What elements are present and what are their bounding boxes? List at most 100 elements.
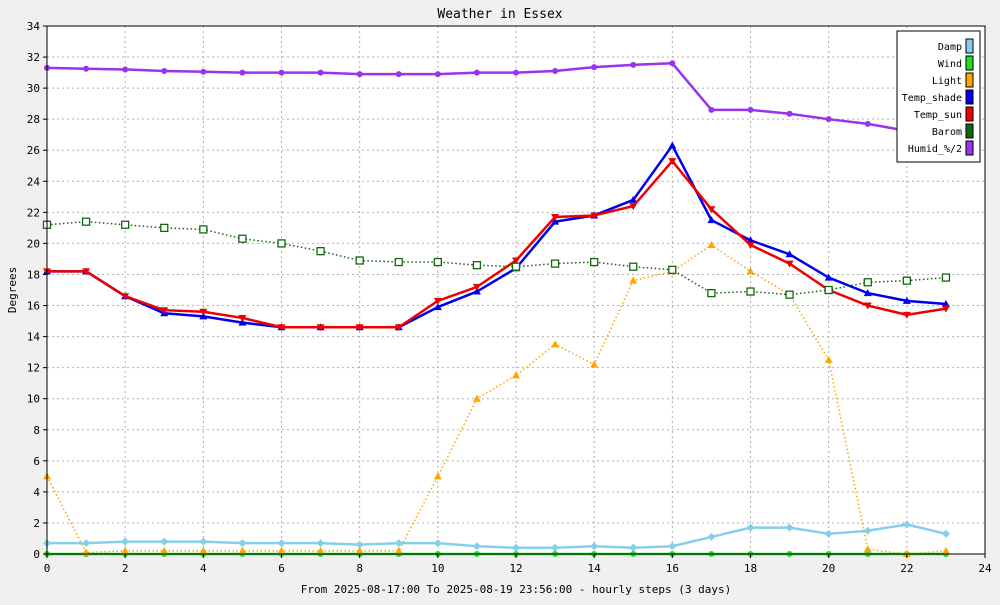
- data-point-damp: [668, 542, 677, 551]
- series-barom: [42, 217, 951, 299]
- data-point-damp: [277, 539, 286, 548]
- data-point-barom: [160, 223, 169, 233]
- point-bg: [199, 225, 207, 233]
- data-point-light: [629, 276, 638, 284]
- y-tick-label: 10: [27, 393, 40, 406]
- data-point-temp-shade: [863, 289, 872, 297]
- data-point-barom: [590, 257, 599, 267]
- data-point-humid-2: [200, 68, 207, 75]
- series-temp-sun: [43, 158, 950, 332]
- data-point-humid-2: [83, 65, 90, 72]
- data-point-barom: [355, 256, 364, 265]
- data-point-temp-sun: [433, 297, 442, 305]
- data-point-humid-2: [552, 68, 559, 75]
- data-point-temp-sun: [941, 305, 950, 313]
- data-point-temp-sun: [512, 257, 520, 265]
- data-point-temp-sun: [121, 293, 130, 301]
- data-point-temp-sun: [629, 203, 638, 211]
- point-bg: [434, 258, 442, 266]
- data-point-barom: [902, 276, 911, 285]
- data-point-temp-sun: [863, 302, 872, 310]
- data-point-damp: [941, 529, 950, 538]
- chart-title: Weather in Essex: [437, 7, 562, 22]
- legend-swatch: [965, 72, 974, 88]
- data-point-temp-shade: [629, 195, 638, 203]
- data-point-damp: [512, 543, 520, 552]
- x-tick-label: 14: [588, 562, 602, 575]
- y-tick-label: 30: [27, 82, 40, 95]
- data-point-barom: [81, 217, 91, 226]
- data-point-damp: [863, 526, 872, 535]
- x-tick-label: 18: [744, 562, 757, 575]
- y-tick-label: 28: [27, 113, 40, 126]
- y-tick-label: 32: [27, 51, 40, 64]
- data-point-barom: [394, 257, 403, 267]
- data-point-temp-shade: [668, 141, 677, 149]
- data-point-temp-sun: [394, 324, 403, 332]
- data-point-damp: [316, 539, 325, 548]
- data-point-light: [824, 355, 833, 363]
- data-point-humid-2: [513, 69, 519, 76]
- data-point-humid-2: [395, 71, 402, 78]
- data-point-light: [433, 472, 442, 480]
- data-point-light: [707, 240, 716, 248]
- data-point-barom: [668, 265, 677, 274]
- data-point-humid-2: [434, 71, 441, 78]
- data-point-temp-sun: [472, 283, 481, 291]
- data-point-temp-shade: [199, 312, 208, 320]
- data-point-damp: [199, 537, 208, 546]
- y-tick-label: 20: [27, 237, 40, 250]
- data-point-damp: [238, 539, 247, 548]
- y-tick-label: 12: [27, 362, 40, 375]
- y-axis-label: Degrees: [6, 267, 19, 313]
- point-bg: [629, 263, 637, 271]
- data-point-barom: [277, 239, 286, 248]
- data-point-temp-sun: [238, 314, 247, 322]
- data-point-damp: [629, 543, 638, 552]
- data-point-temp-sun: [551, 214, 560, 222]
- data-point-light: [472, 394, 481, 402]
- point-bg: [707, 289, 715, 297]
- legend-swatch: [965, 89, 974, 105]
- legend-swatch: [965, 106, 974, 122]
- y-tick-label: 6: [33, 455, 40, 468]
- x-tick-label: 22: [900, 562, 913, 575]
- legend: Damp Wind Light Temp_shade Temp_sun Barom Humi…: [896, 30, 981, 163]
- data-point-temp-shade: [785, 250, 794, 258]
- data-point-humid-2: [356, 71, 363, 78]
- data-point-humid-2: [161, 68, 168, 75]
- series-line-light: [46, 244, 946, 555]
- point-bg: [356, 256, 364, 264]
- data-point-humid-2: [747, 106, 754, 113]
- y-tick-label: 14: [27, 331, 41, 344]
- data-point-light: [355, 546, 364, 554]
- data-point-temp-shade: [472, 287, 481, 295]
- point-bg: [590, 258, 598, 266]
- y-tick-label: 26: [27, 144, 40, 157]
- data-point-barom: [433, 257, 442, 267]
- data-point-barom: [629, 262, 638, 271]
- data-point-light: [863, 545, 872, 553]
- data-point-damp: [785, 523, 794, 532]
- series-line-temp-sun: [47, 159, 947, 329]
- series-layer: [42, 60, 951, 557]
- point-bg: [551, 260, 559, 268]
- legend-swatch: [965, 140, 974, 156]
- data-point-light: [160, 546, 169, 554]
- data-point-temp-sun: [707, 206, 716, 214]
- point-bg: [395, 258, 403, 266]
- x-tick-label: 8: [356, 562, 363, 575]
- legend-swatch: [965, 123, 974, 139]
- data-point-temp-shade: [551, 217, 560, 225]
- data-point-damp: [824, 529, 833, 538]
- data-point-barom: [785, 290, 794, 299]
- data-point-humid-2: [786, 110, 793, 117]
- series-line-barom: [46, 220, 946, 296]
- data-point-light: [121, 546, 130, 554]
- data-point-barom: [550, 259, 560, 268]
- data-point-damp: [355, 540, 364, 549]
- legend-swatch: [965, 38, 974, 54]
- data-point-barom: [707, 288, 716, 298]
- data-point-temp-shade: [433, 303, 442, 311]
- data-point-light: [746, 267, 755, 275]
